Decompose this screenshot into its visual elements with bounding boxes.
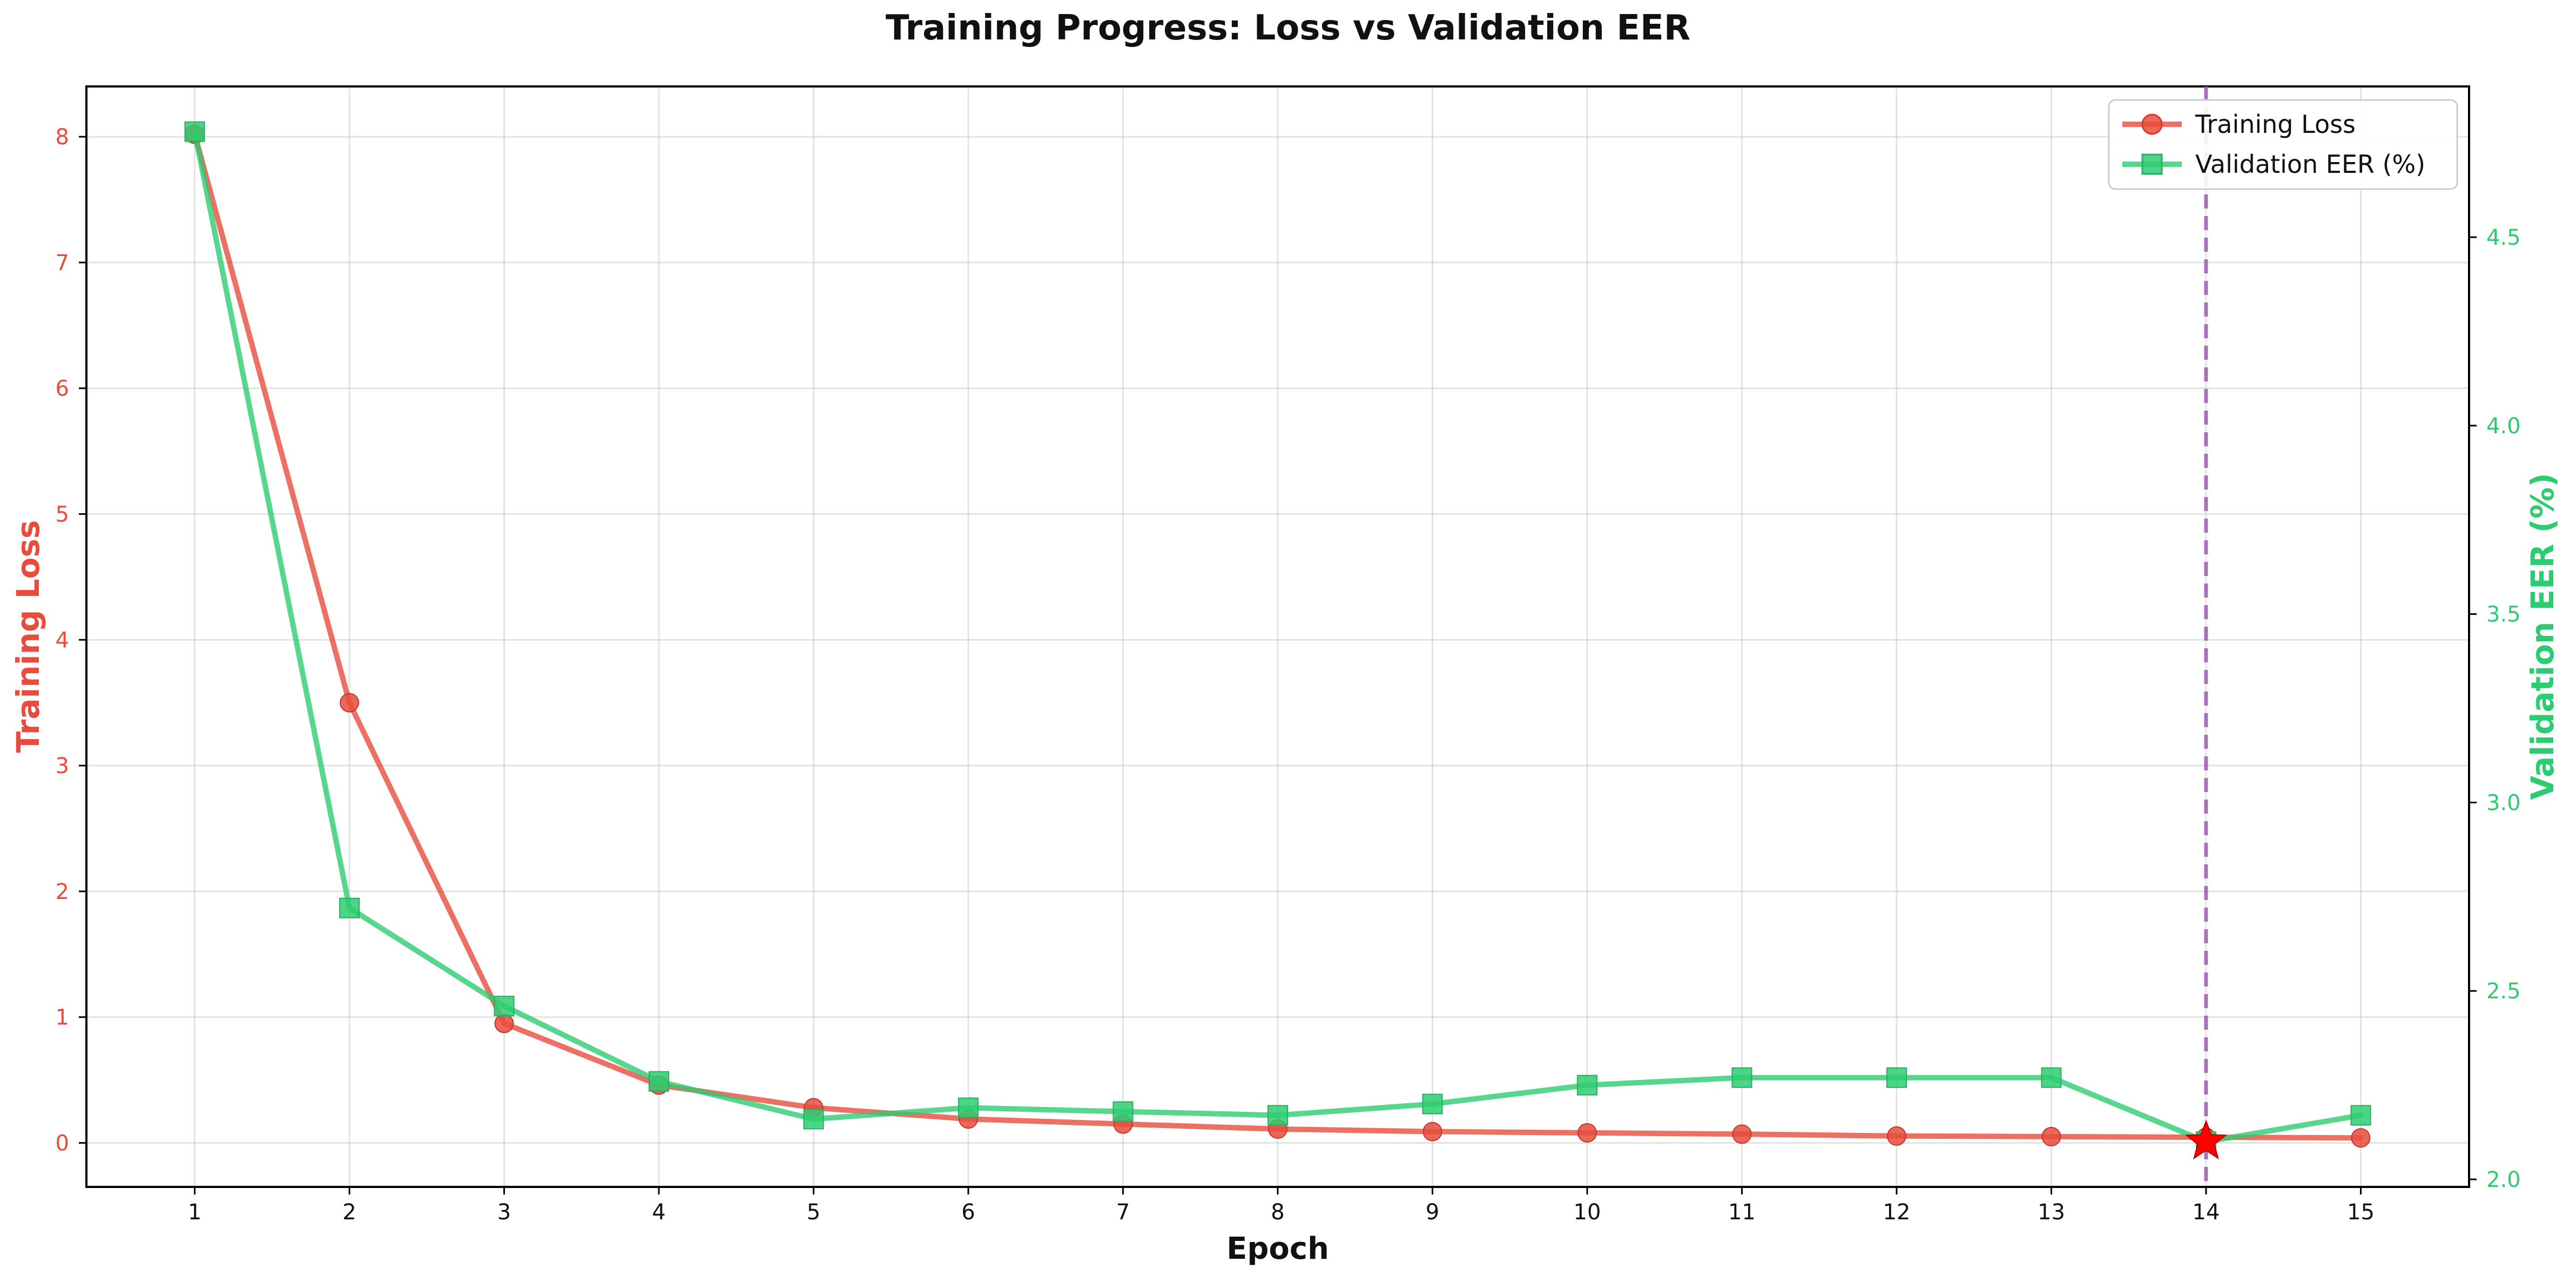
legend: Training Loss Validation EER (%) xyxy=(2108,99,2458,190)
y-left-tick-label: 4 xyxy=(56,628,69,653)
x-tick-label: 8 xyxy=(1271,1200,1284,1225)
y-right-tick-label: 4.0 xyxy=(2486,414,2521,439)
legend-marker-training-loss xyxy=(2141,113,2163,135)
data-point-training-loss xyxy=(2351,1128,2371,1148)
x-tick-label: 3 xyxy=(497,1200,511,1225)
y-left-tick-label: 7 xyxy=(56,251,69,276)
best-epoch-star-marker xyxy=(2185,1119,2227,1160)
data-point-validation-eer xyxy=(339,897,360,918)
data-point-validation-eer xyxy=(2041,1067,2062,1088)
best-epoch-star xyxy=(2185,1119,2227,1160)
data-point-training-loss xyxy=(340,693,360,713)
legend-label-training-loss: Training Loss xyxy=(2195,110,2356,139)
y-left-tick-label: 8 xyxy=(56,125,69,150)
data-point-validation-eer xyxy=(494,996,515,1017)
data-point-training-loss xyxy=(1732,1124,1752,1144)
data-point-validation-eer xyxy=(649,1071,670,1092)
y-right-tick-label: 4.5 xyxy=(2486,225,2521,250)
x-tick-label: 14 xyxy=(2193,1200,2220,1225)
x-tick-label: 12 xyxy=(1883,1200,1911,1225)
y-left-tick-label: 6 xyxy=(56,377,69,401)
data-point-training-loss xyxy=(1886,1126,1906,1146)
data-point-validation-eer xyxy=(1886,1067,1907,1088)
data-point-validation-eer xyxy=(1576,1075,1597,1096)
legend-label-validation-eer: Validation EER (%) xyxy=(2195,150,2425,179)
legend-box xyxy=(2108,99,2458,190)
data-point-validation-eer xyxy=(1731,1067,1752,1088)
chart-title: Training Progress: Loss vs Validation EE… xyxy=(886,8,1690,48)
data-point-validation-eer xyxy=(1267,1105,1288,1126)
x-tick-label: 1 xyxy=(188,1200,201,1225)
y-axis-right-label: Validation EER (%) xyxy=(2524,473,2561,800)
data-point-validation-eer xyxy=(1112,1101,1134,1122)
data-point-validation-eer xyxy=(1422,1093,1443,1115)
data-point-training-loss xyxy=(2041,1126,2061,1146)
data-point-training-loss xyxy=(494,1013,514,1033)
y-right-tick-label: 2.5 xyxy=(2486,979,2521,1004)
y-left-tick-label: 5 xyxy=(56,502,69,527)
x-tick-label: 13 xyxy=(2038,1200,2065,1225)
data-point-training-loss xyxy=(1422,1122,1442,1142)
series-validation-eer xyxy=(184,121,2371,1152)
x-tick-label: 10 xyxy=(1574,1200,1601,1225)
y-left-tick-label: 1 xyxy=(56,1005,69,1030)
y-axis-left: 0 1 2 3 4 5 6 7 8 xyxy=(56,125,86,1156)
y-axis-left-label: Training Loss xyxy=(10,520,46,753)
x-tick-label: 6 xyxy=(961,1200,975,1225)
x-tick-label: 7 xyxy=(1116,1200,1130,1225)
y-right-tick-label: 3.5 xyxy=(2486,602,2521,627)
series-layer xyxy=(184,121,2371,1152)
data-point-validation-eer xyxy=(2350,1105,2371,1126)
x-tick-label: 9 xyxy=(1426,1200,1439,1225)
y-right-tick-label: 2.0 xyxy=(2486,1167,2521,1192)
y-left-tick-label: 0 xyxy=(56,1131,69,1156)
x-tick-label: 5 xyxy=(807,1200,820,1225)
x-tick-label: 4 xyxy=(652,1200,665,1225)
data-point-validation-eer xyxy=(958,1097,979,1118)
data-point-validation-eer xyxy=(803,1109,824,1130)
x-tick-label: 2 xyxy=(342,1200,356,1225)
x-axis: 1 2 3 4 5 6 7 8 9 10 11 12 13 14 15 xyxy=(188,1187,2375,1225)
y-axis-right: 2.0 2.5 3.0 3.5 4.0 4.5 xyxy=(2469,225,2521,1192)
y-left-tick-label: 2 xyxy=(56,880,69,904)
y-right-tick-label: 3.0 xyxy=(2486,790,2521,815)
data-point-training-loss xyxy=(1577,1123,1597,1143)
x-axis-label: Epoch xyxy=(1226,1231,1329,1266)
x-tick-label: 15 xyxy=(2347,1200,2375,1225)
y-left-tick-label: 3 xyxy=(56,754,69,778)
legend-marker-validation-eer xyxy=(2141,153,2163,175)
x-tick-label: 11 xyxy=(1728,1200,1756,1225)
data-point-validation-eer xyxy=(184,121,205,142)
grid xyxy=(86,86,2469,1187)
